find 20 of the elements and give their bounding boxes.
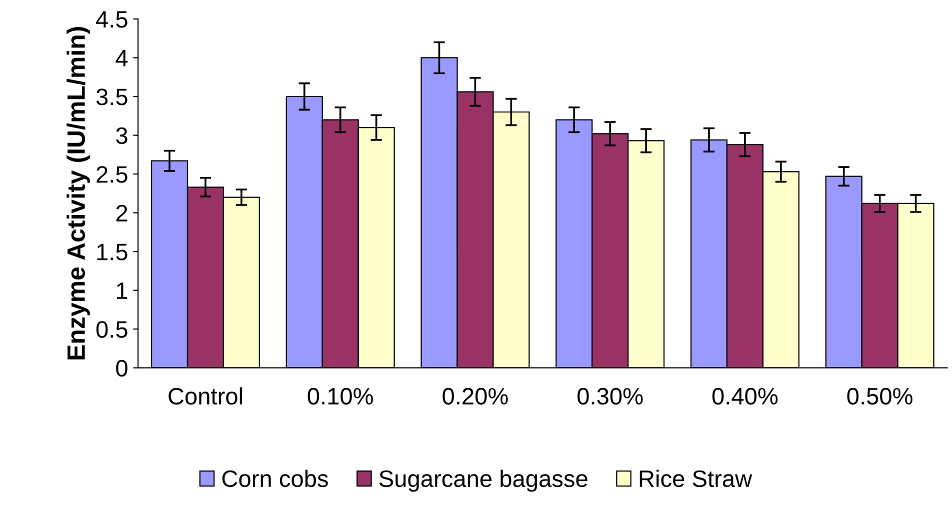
y-tick-label: 4.5 bbox=[96, 11, 128, 28]
y-axis-title: Enzyme Activity (IU/mL/min) bbox=[66, 27, 90, 360]
y-tick-label: 2 bbox=[116, 204, 128, 222]
x-tick-label: 0.20% bbox=[442, 388, 508, 405]
legend-label: Corn cobs bbox=[222, 470, 328, 488]
y-tick-label: 0.5 bbox=[96, 321, 128, 338]
x-tick-label: 0.10% bbox=[308, 388, 373, 405]
x-tick-label: 0.50% bbox=[847, 388, 912, 405]
x-tick-label: 0.40% bbox=[712, 388, 778, 405]
y-tick-label: 3.5 bbox=[96, 88, 128, 106]
y-tick-label: 0 bbox=[116, 360, 128, 377]
y-tick-label: 4 bbox=[116, 50, 128, 66]
y-tick-label: 3 bbox=[116, 127, 128, 144]
y-tick-label: 2.5 bbox=[96, 166, 128, 183]
y-tick-label: 1 bbox=[116, 282, 128, 299]
legend-label: Rice Straw bbox=[640, 470, 752, 488]
x-tick-label: 0.30% bbox=[578, 388, 643, 405]
legend-label: Sugarcane bagasse bbox=[379, 470, 588, 492]
x-tick-label: Control bbox=[168, 387, 242, 405]
y-tick-label: 1.5 bbox=[97, 244, 128, 260]
